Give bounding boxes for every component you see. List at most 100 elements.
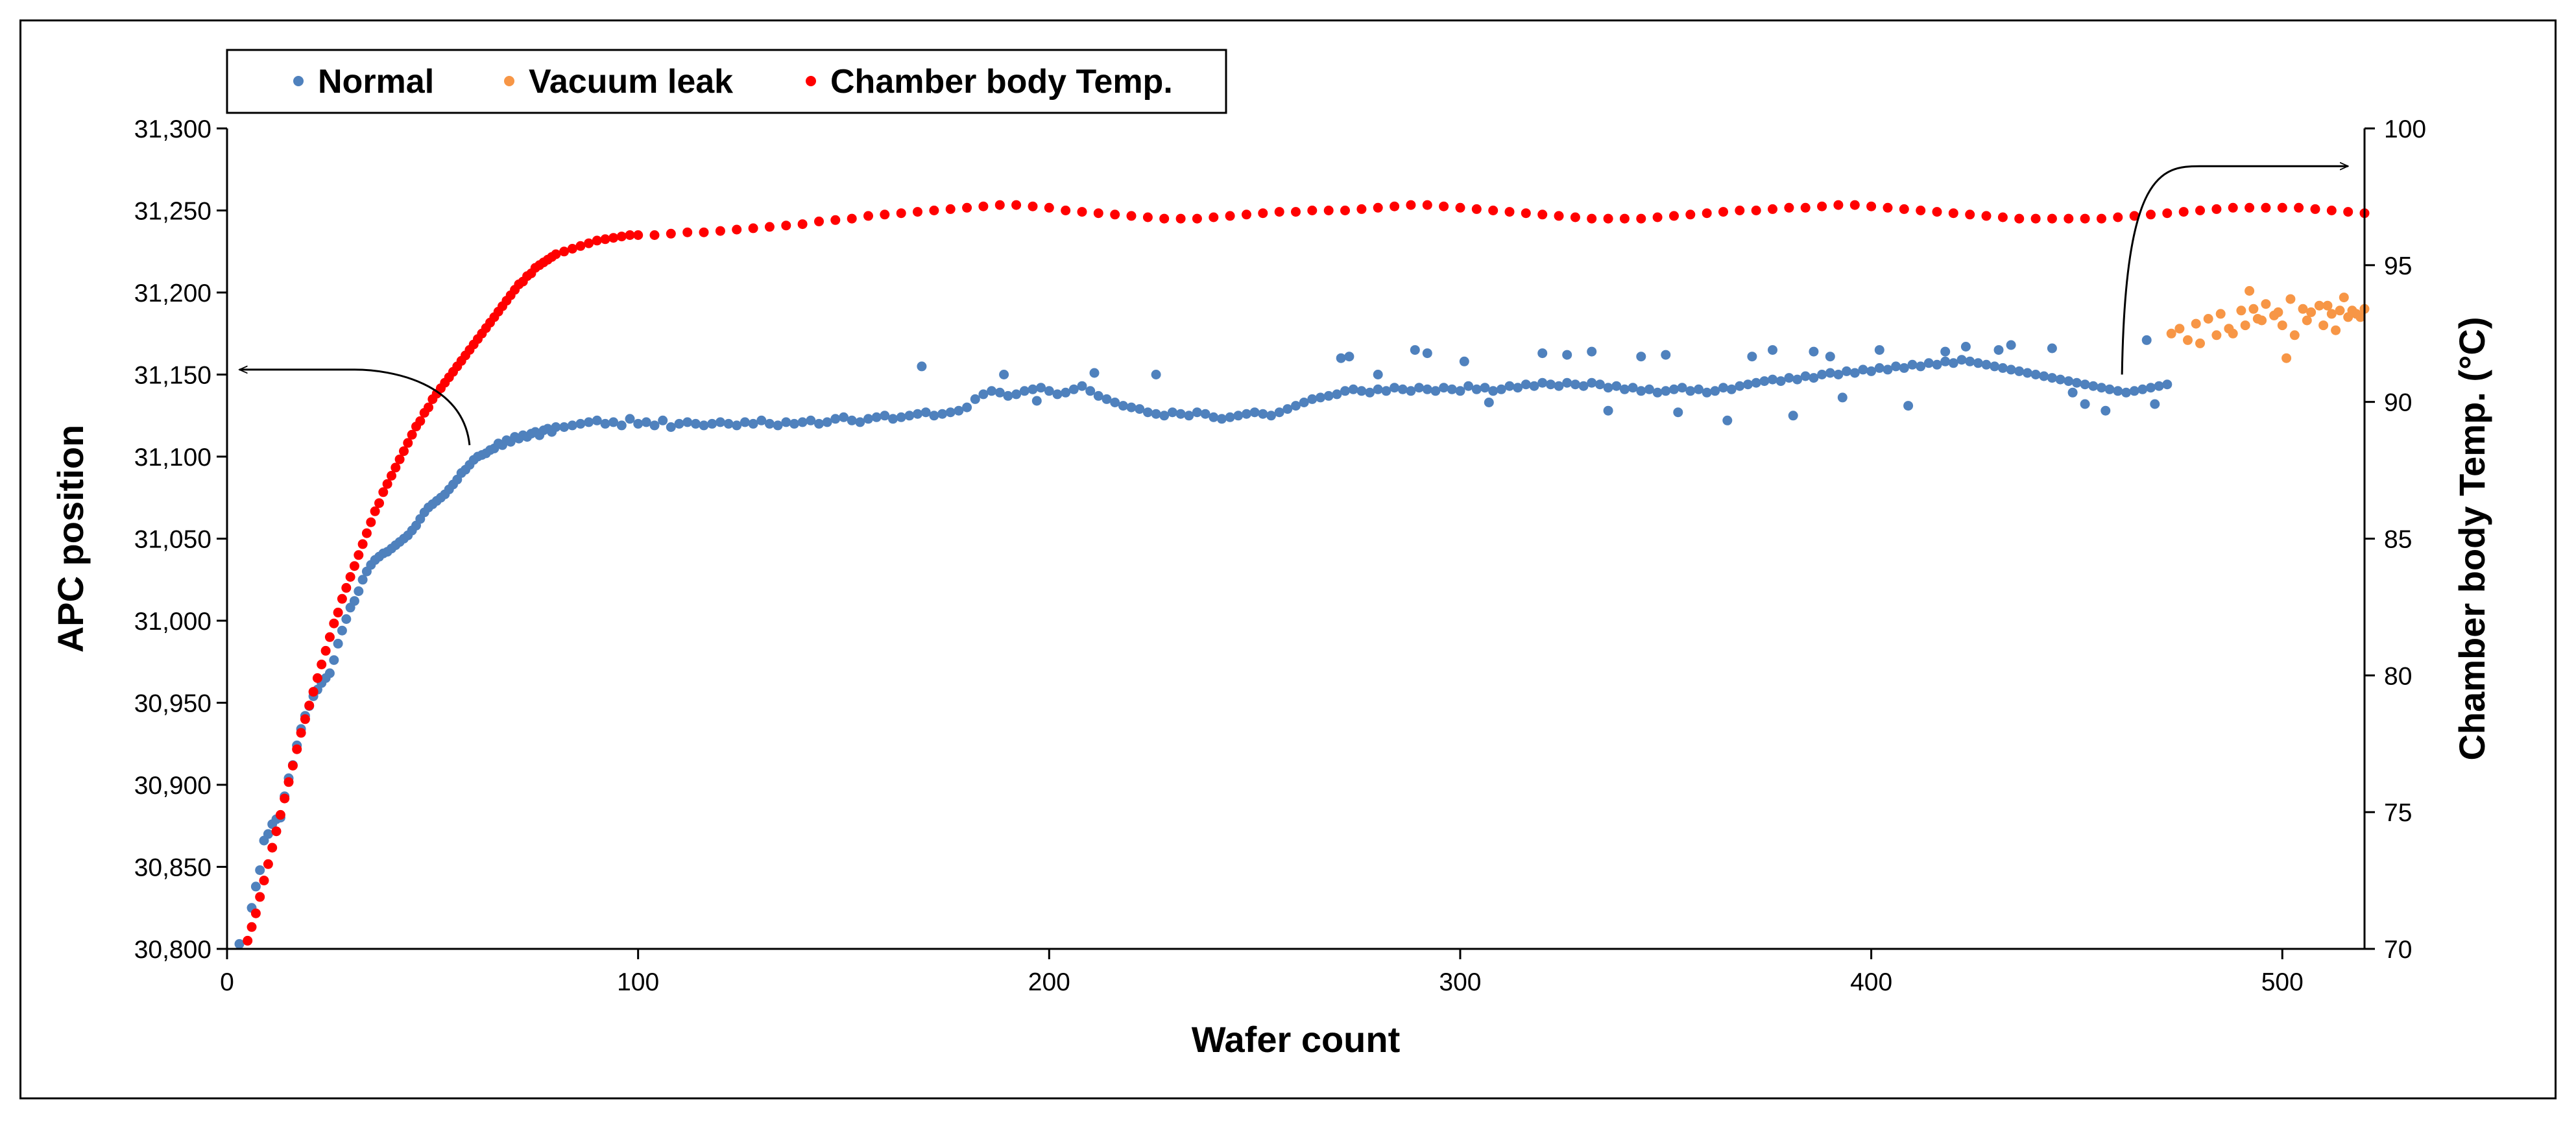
data-point-normal [1702,387,1712,398]
data-point-normal [1126,402,1137,413]
y-tick-label: 31,100 [134,444,211,472]
data-point-normal [2088,381,2099,391]
legend-label-normal: Normal [318,63,434,101]
data-point-chamber-body-temp [715,226,725,236]
data-point-normal [2154,381,2164,391]
data-point-normal [608,417,619,427]
data-point-normal [1858,365,1868,375]
data-point-vacuum-leak [2306,307,2317,317]
data-point-chamber-body-temp [2146,209,2156,220]
data-point-normal [2101,405,2111,416]
data-point-normal [1209,412,1219,422]
data-point-vacuum-leak [2236,305,2246,316]
y-tick-label: 31,300 [134,115,211,143]
data-point-chamber-body-temp [584,238,594,248]
data-point-chamber-body-temp [1093,208,1103,219]
y-tick-label: 30,800 [134,936,211,964]
data-point-normal [1960,342,1971,352]
data-point-chamber-body-temp [1142,212,1153,222]
data-point-normal [1907,359,1918,370]
data-point-normal [2113,386,2123,396]
data-point-normal [2141,335,2152,345]
data-point-normal [263,829,273,839]
data-point-chamber-body-temp [1685,209,1696,220]
data-point-chamber-body-temp [1471,204,1482,214]
data-point-chamber-body-temp [830,215,841,225]
data-point-chamber-body-temp [2261,202,2271,213]
data-point-normal [871,412,882,422]
data-point-normal [2137,384,2148,394]
data-point-normal [1694,384,1703,394]
data-point-chamber-body-temp [296,728,306,738]
data-point-normal [1891,361,1901,372]
data-point-chamber-body-temp [308,687,319,697]
data-point-chamber-body-temp [304,700,315,711]
data-point-chamber-body-temp [267,843,278,853]
data-point-chamber-body-temp [1784,202,1794,213]
x-axis-title: Wafer count [1192,1019,1400,1060]
data-point-normal [797,417,808,427]
data-point-normal [1142,407,1153,418]
data-point-vacuum-leak [2331,325,2341,335]
data-point-chamber-body-temp [2245,202,2255,213]
data-point-chamber-body-temp [2162,208,2173,219]
data-point-chamber-body-temp [1735,206,1745,215]
data-point-chamber-body-temp [1669,211,1679,221]
data-point-normal [357,575,368,585]
data-point-normal [1282,404,1293,414]
data-point-normal [913,409,922,419]
data-point-normal [1340,386,1350,396]
data-point-normal [1365,387,1375,398]
data-point-chamber-body-temp [374,498,384,508]
data-point-normal [1459,356,1469,366]
data-point-chamber-body-temp [287,761,298,771]
data-point-chamber-body-temp [666,228,676,239]
data-point-chamber-body-temp [1521,208,1531,219]
data-point-normal [1135,404,1145,414]
data-point-vacuum-leak [2174,324,2185,334]
data-point-chamber-body-temp [255,892,265,902]
data-point-normal [2150,399,2160,409]
data-point-normal [1291,401,1301,411]
data-point-chamber-body-temp [616,232,627,242]
data-point-chamber-body-temp [748,223,758,233]
y-tick-label: 30,950 [134,690,211,718]
x-tick-label: 200 [1028,968,1070,996]
data-point-chamber-body-temp [1455,202,1465,213]
data-point-normal [2006,340,2016,350]
data-point-normal [1373,370,1383,379]
data-point-normal [1562,377,1572,388]
data-point-normal [2097,383,2106,393]
data-point-normal [1496,384,1506,394]
data-point-normal [1258,409,1268,419]
data-point-normal [1242,409,1251,419]
y-tick-label: 31,150 [134,362,211,390]
data-point-chamber-body-temp [559,246,570,257]
data-point-normal [333,638,343,649]
data-point-normal [575,418,586,429]
data-point-normal [2022,368,2032,378]
data-point-chamber-body-temp [1948,208,1958,219]
data-point-normal [1652,387,1663,398]
data-point-normal [1175,409,1186,419]
data-point-chamber-body-temp [781,221,791,231]
data-point-normal [1611,381,1622,391]
data-point-vacuum-leak [2302,315,2312,326]
data-point-chamber-body-temp [424,402,433,413]
y-axis-title: APC position [50,425,91,653]
data-point-chamber-body-temp [263,859,273,869]
data-point-normal [1003,390,1013,401]
data-point-normal [1537,377,1548,388]
data-point-normal [1965,356,1975,366]
legend: Normal Vacuum leak Chamber body Temp. [226,49,1227,114]
data-point-normal [1874,363,1884,373]
data-point-normal [880,411,890,421]
data-point-chamber-body-temp [1406,200,1416,210]
data-point-normal [1200,409,1210,419]
data-point-chamber-body-temp [863,211,873,221]
data-point-chamber-body-temp [391,462,401,473]
legend-label-vacuum-leak: Vacuum leak [529,63,733,101]
data-point-normal [1677,383,1687,393]
data-point-normal [690,418,701,429]
data-point-chamber-body-temp [1390,201,1400,211]
